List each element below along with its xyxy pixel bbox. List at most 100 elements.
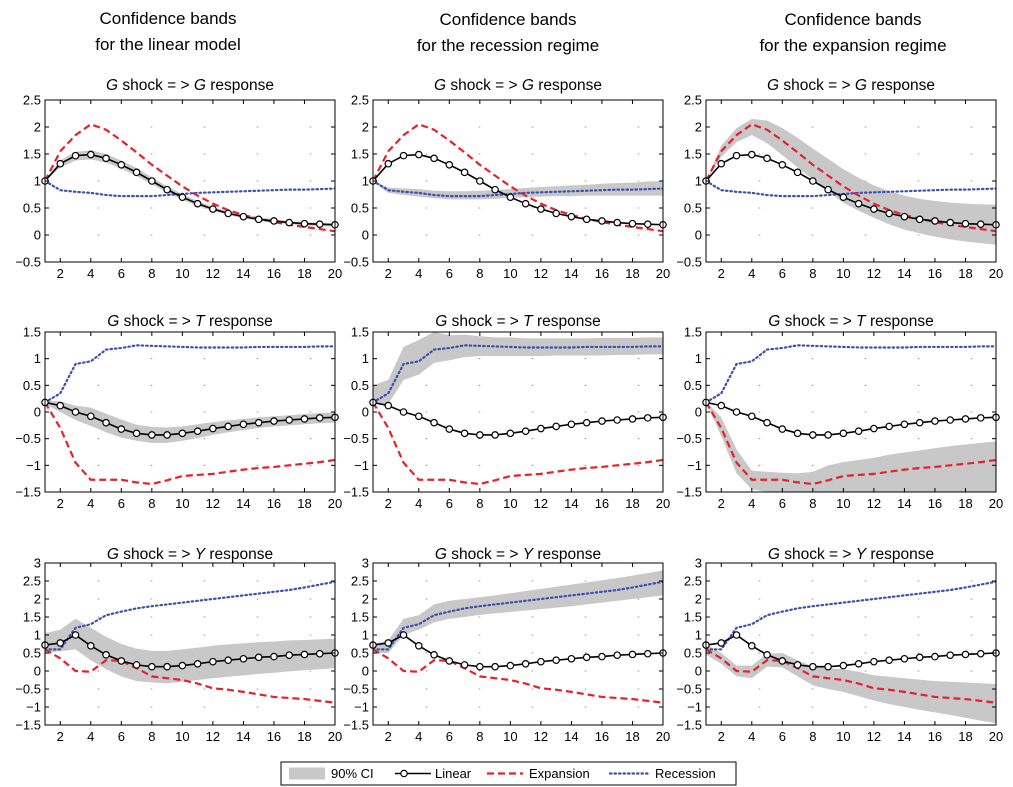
series-recession-line	[373, 179, 663, 198]
legend-box	[280, 761, 737, 786]
series-linear-point	[193, 659, 202, 668]
series-linear-point	[854, 199, 863, 208]
confidence-band	[706, 644, 996, 724]
x-tick-label: 16	[928, 266, 942, 281]
x-tick-label: 18	[625, 496, 639, 511]
series-linear-point	[285, 218, 294, 227]
panel-title-shock: G	[768, 546, 780, 563]
y-tick-label: −1.5	[15, 485, 41, 500]
series-linear-point	[628, 650, 637, 659]
x-tick-label: 16	[267, 729, 281, 744]
series-recession-line	[373, 580, 663, 651]
series-linear-point	[521, 659, 530, 668]
y-tick-label: 1	[362, 174, 369, 189]
series-linear-point	[931, 217, 939, 225]
y-tick-label: 0.5	[684, 201, 702, 216]
series-linear-point	[763, 418, 771, 427]
panel-title-response: T	[195, 313, 206, 330]
series-linear-point	[613, 218, 622, 227]
y-tick-label: 3	[34, 556, 41, 571]
panel-title-shock: G	[434, 77, 446, 94]
series-linear-point	[239, 420, 248, 429]
y-tick-label: 1.5	[684, 610, 702, 625]
panel-r2-c3: G shock = > T response −1.5 −1 −0.5 0 0.5 1 1.5…	[676, 313, 1003, 511]
confidence-band	[373, 570, 663, 653]
series-expansion-line	[706, 648, 996, 704]
x-tick-label: 10	[175, 266, 189, 281]
series-linear-point	[747, 641, 756, 650]
y-tick-label: −0.5	[676, 682, 702, 697]
series-linear-point	[976, 220, 985, 229]
series-linear-point	[86, 412, 95, 421]
series-linear-point	[613, 416, 622, 424]
series-linear-point	[460, 429, 469, 438]
x-tick-label: 18	[958, 729, 972, 744]
series-linear-point	[582, 215, 591, 224]
panel-title-shock: G	[106, 77, 118, 94]
column-title-line: for the expansion regime	[759, 36, 946, 55]
series-linear-point	[824, 185, 832, 194]
series-linear-point	[717, 401, 726, 410]
series-linear-point	[254, 215, 263, 224]
series-linear-point	[824, 662, 832, 671]
panel-title-suffix: response	[867, 77, 935, 94]
series-linear-point	[732, 408, 741, 416]
x-tick-label: 6	[118, 729, 125, 744]
y-tick-label: 0	[362, 405, 369, 420]
x-tick-label: 6	[118, 496, 125, 511]
y-tick-label: 1.5	[23, 610, 41, 625]
series-linear-point	[976, 649, 985, 658]
y-tick-label: 1	[362, 351, 369, 366]
panel-r3-c2: G shock = > Y response −1.5 −1 −0.5 0 0.5 1 1.5…	[343, 546, 670, 744]
y-tick-label: −0.5	[15, 431, 41, 446]
confidence-band	[706, 118, 996, 245]
y-tick-label: 2	[695, 592, 702, 607]
series-linear-point	[102, 650, 110, 659]
x-tick-label: 12	[867, 496, 881, 511]
series-linear-point	[521, 199, 530, 208]
panel-title-response: T	[523, 313, 534, 330]
panel-title-shock: G	[435, 313, 447, 330]
series-linear-point	[885, 209, 893, 218]
panel-title-arrow: shock = >	[779, 77, 855, 94]
x-tick-label: 12	[206, 729, 220, 744]
panel-title-shock: G	[435, 546, 447, 563]
series-linear-point	[793, 661, 802, 669]
series-expansion-line	[45, 401, 335, 486]
x-tick-label: 14	[564, 496, 578, 511]
panel-title-arrow: shock = >	[780, 546, 856, 563]
series-linear-point	[976, 414, 985, 422]
series-linear-point	[778, 657, 787, 665]
panel-title-arrow: shock = >	[119, 313, 195, 330]
y-tick-label: 2	[34, 592, 41, 607]
x-tick-label: 8	[809, 729, 816, 744]
series-linear-point	[117, 161, 126, 169]
y-tick-label: −0.5	[343, 431, 369, 446]
series-linear-point	[732, 631, 741, 639]
series-linear-point	[778, 161, 787, 169]
series-linear-point	[285, 651, 294, 659]
y-tick-label: −1	[354, 458, 369, 473]
series-expansion-line	[373, 648, 663, 704]
x-tick-label: 16	[595, 729, 609, 744]
x-tick-label: 2	[718, 266, 725, 281]
series-linear-point	[582, 653, 591, 662]
series-linear-point	[521, 427, 530, 436]
x-tick-label: 4	[415, 729, 422, 744]
series-linear-point	[824, 431, 832, 439]
x-tick-label: 18	[625, 729, 639, 744]
panel-r1-c2: G shock = > G response −0.5 0 0.5 1 1.5 2 2.5 2 4…	[343, 77, 670, 281]
legend-label-expansion: Expansion	[529, 766, 590, 781]
x-tick-label: 8	[476, 496, 483, 511]
y-tick-label: 1	[695, 174, 702, 189]
x-tick-label: 2	[57, 266, 64, 281]
series-linear-point	[315, 220, 324, 229]
series-linear-point	[961, 415, 970, 423]
series-linear-point	[598, 417, 606, 425]
x-tick-label: 20	[656, 496, 670, 511]
series-linear-point	[900, 212, 909, 221]
series-linear-point	[71, 408, 80, 416]
series-linear-point	[56, 639, 65, 647]
series-linear-point	[567, 654, 576, 663]
